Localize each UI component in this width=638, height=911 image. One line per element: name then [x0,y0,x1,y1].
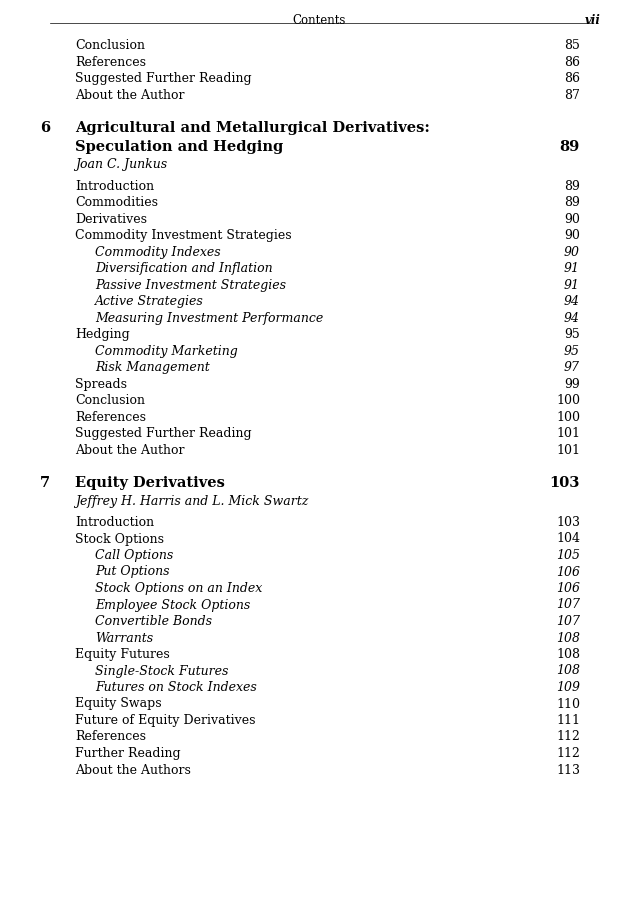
Text: Equity Futures: Equity Futures [75,648,170,660]
Text: 94: 94 [564,312,580,324]
Text: Employee Stock Options: Employee Stock Options [95,598,250,611]
Text: References: References [75,730,146,742]
Text: Active Strategies: Active Strategies [95,294,204,308]
Text: 90: 90 [564,212,580,225]
Text: 90: 90 [564,229,580,241]
Text: Conclusion: Conclusion [75,394,145,406]
Text: Warrants: Warrants [95,630,153,644]
Text: 111: 111 [556,713,580,726]
Text: 86: 86 [564,56,580,68]
Text: Spreads: Spreads [75,377,127,390]
Text: Equity Derivatives: Equity Derivatives [75,476,225,489]
Text: 95: 95 [564,344,580,357]
Text: 112: 112 [556,746,580,759]
Text: Convertible Bonds: Convertible Bonds [95,614,212,628]
Text: 7: 7 [40,476,50,489]
Text: 113: 113 [556,763,580,775]
Text: Further Reading: Further Reading [75,746,181,759]
Text: 89: 89 [564,196,580,209]
Text: Speculation and Hedging: Speculation and Hedging [75,139,283,153]
Text: 108: 108 [556,664,580,677]
Text: About the Authors: About the Authors [75,763,191,775]
Text: 90: 90 [564,245,580,258]
Text: About the Author: About the Author [75,88,184,101]
Text: Measuring Investment Performance: Measuring Investment Performance [95,312,323,324]
Text: 6: 6 [40,121,50,135]
Text: References: References [75,410,146,423]
Text: 105: 105 [556,548,580,561]
Text: 101: 101 [556,443,580,456]
Text: Commodity Indexes: Commodity Indexes [95,245,221,258]
Text: Risk Management: Risk Management [95,361,210,374]
Text: 110: 110 [556,697,580,710]
Text: 106: 106 [556,565,580,578]
Text: Jeffrey H. Harris and L. Mick Swartz: Jeffrey H. Harris and L. Mick Swartz [75,494,308,507]
Text: References: References [75,56,146,68]
Text: 89: 89 [564,179,580,192]
Text: Equity Swaps: Equity Swaps [75,697,161,710]
Text: Commodity Marketing: Commodity Marketing [95,344,238,357]
Text: 107: 107 [556,598,580,611]
Text: Stock Options: Stock Options [75,532,164,545]
Text: Futures on Stock Indexes: Futures on Stock Indexes [95,681,256,693]
Text: 112: 112 [556,730,580,742]
Text: 91: 91 [564,261,580,275]
Text: 85: 85 [564,39,580,52]
Text: Suggested Further Reading: Suggested Further Reading [75,72,251,85]
Text: Conclusion: Conclusion [75,39,145,52]
Text: 109: 109 [556,681,580,693]
Text: 104: 104 [556,532,580,545]
Text: Introduction: Introduction [75,179,154,192]
Text: 108: 108 [556,630,580,644]
Text: Agricultural and Metallurgical Derivatives:: Agricultural and Metallurgical Derivativ… [75,121,430,135]
Text: Suggested Further Reading: Suggested Further Reading [75,426,251,439]
Text: 103: 103 [549,476,580,489]
Text: 100: 100 [556,410,580,423]
Text: Put Options: Put Options [95,565,170,578]
Text: 91: 91 [564,278,580,292]
Text: 86: 86 [564,72,580,85]
Text: 89: 89 [560,139,580,153]
Text: Single-Stock Futures: Single-Stock Futures [95,664,228,677]
Text: 106: 106 [556,581,580,594]
Text: Stock Options on an Index: Stock Options on an Index [95,581,262,594]
Text: vii: vii [585,14,601,27]
Text: 94: 94 [564,294,580,308]
Text: 97: 97 [564,361,580,374]
Text: 101: 101 [556,426,580,439]
Text: Derivatives: Derivatives [75,212,147,225]
Text: 103: 103 [556,516,580,528]
Text: Future of Equity Derivatives: Future of Equity Derivatives [75,713,255,726]
Text: Introduction: Introduction [75,516,154,528]
Text: 87: 87 [564,88,580,101]
Text: Diversification and Inflation: Diversification and Inflation [95,261,272,275]
Text: Hedging: Hedging [75,328,130,341]
Text: Commodities: Commodities [75,196,158,209]
Text: Joan C. Junkus: Joan C. Junkus [75,158,167,171]
Text: 99: 99 [564,377,580,390]
Text: 100: 100 [556,394,580,406]
Text: 108: 108 [556,648,580,660]
Text: Commodity Investment Strategies: Commodity Investment Strategies [75,229,292,241]
Text: 107: 107 [556,614,580,628]
Text: About the Author: About the Author [75,443,184,456]
Text: Contents: Contents [292,14,346,27]
Text: 95: 95 [564,328,580,341]
Text: Call Options: Call Options [95,548,174,561]
Text: Passive Investment Strategies: Passive Investment Strategies [95,278,286,292]
